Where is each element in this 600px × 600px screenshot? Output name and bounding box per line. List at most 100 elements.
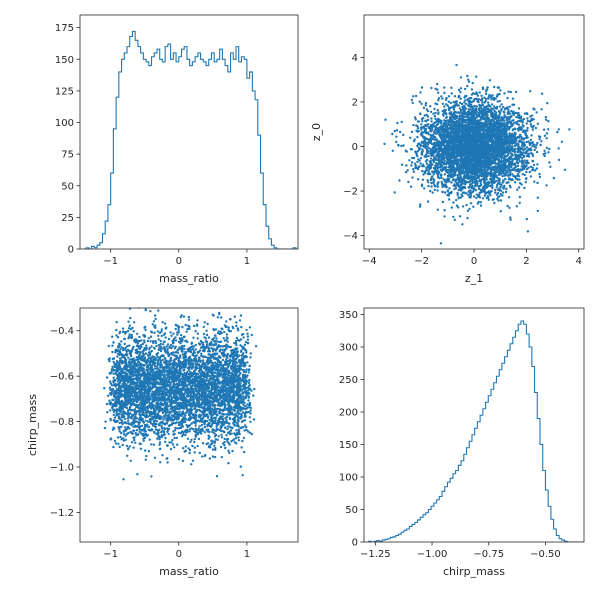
scatter-point	[434, 139, 438, 142]
scatter-point	[451, 161, 454, 165]
scatter-point	[434, 136, 437, 139]
scatter-point	[459, 140, 462, 143]
scatter-point	[472, 205, 475, 208]
scatter-point	[497, 110, 501, 113]
scatter-point	[557, 147, 560, 150]
scatter-point	[469, 135, 472, 139]
scatter-point	[496, 126, 499, 130]
scatter-point	[483, 117, 486, 121]
scatter-point	[487, 142, 490, 146]
scatter-point	[476, 166, 479, 170]
scatter-point	[424, 129, 427, 132]
scatter-point	[469, 97, 472, 100]
scatter-point	[456, 191, 459, 195]
scatter-point	[419, 144, 422, 147]
scatter-point	[429, 147, 432, 151]
scatter-point	[436, 152, 439, 155]
scatter-point	[525, 122, 528, 125]
scatter-point	[527, 161, 530, 165]
scatter-point	[522, 141, 526, 144]
scatter-point	[483, 181, 486, 185]
scatter-point	[406, 169, 409, 172]
scatter-point	[443, 91, 446, 95]
scatter-point	[496, 147, 499, 150]
scatter-point	[476, 176, 480, 180]
scatter-point	[451, 175, 454, 179]
scatter-point	[508, 174, 512, 177]
scatter-point	[450, 106, 453, 109]
scatter-point	[396, 121, 399, 125]
scatter-point	[557, 128, 560, 131]
scatter-point	[443, 180, 446, 183]
scatter-point	[484, 145, 487, 149]
scatter-point	[557, 158, 561, 162]
scatter-point	[514, 90, 518, 94]
scatter-point	[441, 149, 444, 152]
scatter-point	[502, 144, 505, 148]
scatter-point	[538, 172, 541, 176]
scatter-point	[498, 146, 501, 149]
scatter-point	[477, 127, 480, 130]
scatter-point	[499, 125, 502, 129]
scatter-point	[404, 170, 408, 174]
scatter-point	[496, 100, 499, 103]
scatter-point	[520, 183, 523, 186]
scatter-point	[505, 169, 509, 172]
scatter-point	[517, 172, 520, 176]
scatter-point	[433, 149, 436, 152]
scatter-point	[477, 141, 480, 144]
scatter-point	[515, 205, 518, 208]
scatter-point	[491, 143, 494, 146]
scatter-point	[460, 180, 464, 183]
scatter-point	[536, 196, 539, 199]
scatter-point	[437, 146, 440, 149]
scatter-point	[458, 186, 461, 189]
scatter-point	[424, 171, 427, 175]
scatter-point	[398, 179, 401, 182]
scatter-point	[568, 128, 571, 131]
scatter-point	[490, 189, 493, 193]
scatter-point	[512, 110, 515, 114]
x-tick-label: 1	[244, 256, 250, 267]
scatter-point	[491, 118, 494, 121]
scatter-point	[517, 111, 520, 115]
scatter-point	[494, 188, 497, 192]
scatter-point	[477, 132, 480, 135]
scatter-point	[496, 94, 499, 97]
scatter-point	[481, 86, 485, 89]
scatter-point	[493, 201, 496, 205]
scatter-point	[466, 74, 469, 78]
scatter-point	[490, 130, 493, 133]
scatter-point	[416, 127, 420, 130]
scatter-point	[450, 92, 453, 95]
scatter-point	[495, 111, 498, 114]
scatter-point	[497, 164, 500, 167]
scatter-point	[518, 195, 522, 199]
scatter-point	[504, 190, 508, 194]
scatter-point	[480, 110, 483, 113]
scatter-point	[506, 174, 509, 177]
scatter-point	[444, 151, 448, 154]
scatter-point	[442, 112, 445, 115]
scatter-point	[503, 122, 507, 125]
scatter-point	[470, 116, 473, 120]
scatter-point	[473, 147, 476, 151]
scatter-point	[414, 166, 417, 170]
scatter-point	[461, 145, 464, 148]
scatter-point	[424, 155, 427, 158]
scatter-point	[509, 137, 512, 140]
scatter-point	[506, 171, 509, 174]
scatter-point	[469, 159, 472, 162]
scatter-point	[543, 134, 547, 137]
scatter-point	[450, 131, 453, 134]
scatter-point	[516, 113, 520, 117]
scatter-point	[499, 112, 502, 115]
scatter-point	[468, 123, 471, 126]
scatter-point	[510, 165, 513, 169]
scatter-point	[483, 96, 486, 99]
scatter-point	[514, 175, 517, 178]
scatter-point	[446, 124, 449, 127]
scatter-point	[529, 175, 533, 178]
scatter-point	[483, 123, 486, 126]
scatter-point	[490, 103, 494, 106]
